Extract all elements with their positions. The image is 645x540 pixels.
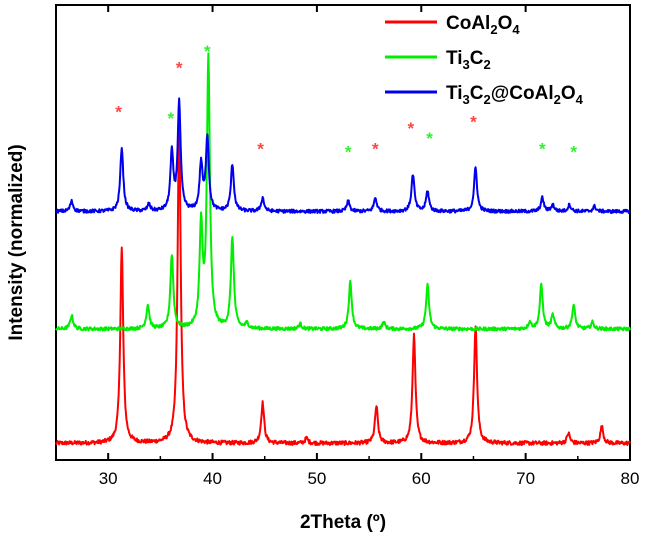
legend-label-2: Ti3C2: [446, 48, 491, 72]
peak-marker: *: [167, 109, 174, 128]
peak-marker: *: [408, 119, 415, 138]
traces: [55, 52, 631, 446]
series-line-3: [55, 97, 631, 215]
legend-label-3: Ti3C2@CoAl2O4: [446, 83, 584, 107]
peak-marker: *: [426, 129, 433, 148]
peak-marker: *: [204, 42, 211, 61]
y-axis-label: Intensity (normalized): [6, 144, 27, 340]
plot-frame: [55, 4, 631, 461]
axes: 30 40 50 60 70 80: [55, 4, 640, 488]
peak-marker: *: [570, 143, 577, 162]
x-tick-label: 30: [99, 469, 118, 488]
x-tick-label: 80: [621, 469, 640, 488]
x-tick-label: 40: [203, 469, 222, 488]
x-axis-label: 2Theta (º): [300, 512, 386, 533]
peak-marker: *: [470, 112, 477, 131]
peak-marker: *: [539, 139, 546, 158]
peak-marker: *: [257, 139, 264, 158]
x-tick-label: 50: [307, 469, 326, 488]
x-tick-label: 60: [412, 469, 431, 488]
peak-marker: *: [115, 102, 122, 121]
legend: CoAl2O4 Ti3C2 Ti3C2@CoAl2O4: [385, 13, 584, 107]
peak-markers: * * * * * * * * * * * *: [115, 42, 577, 162]
x-tick-label: 70: [516, 469, 535, 488]
peak-marker: *: [176, 59, 183, 78]
legend-label-1: CoAl2O4: [446, 13, 520, 37]
series-line-1: [55, 114, 631, 446]
peak-marker: *: [372, 139, 379, 158]
peak-marker: *: [345, 143, 352, 162]
series-line-2: [55, 52, 631, 332]
